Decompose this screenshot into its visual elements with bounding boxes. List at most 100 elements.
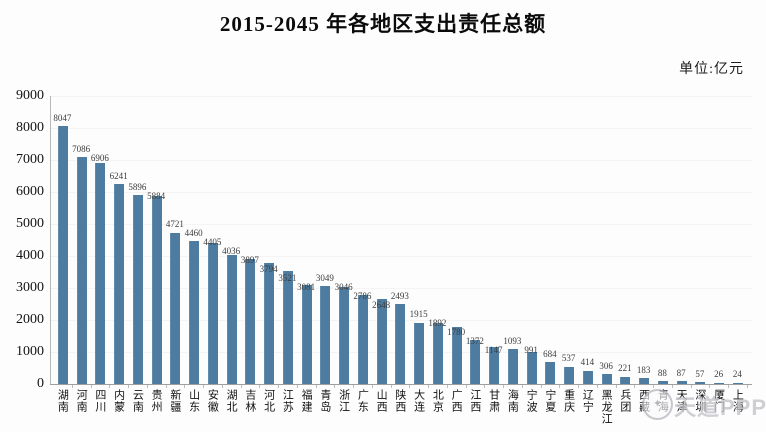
- bar-value-label: 3794: [259, 264, 278, 275]
- bar: [639, 378, 650, 384]
- bar: [526, 352, 537, 384]
- x-axis-tick: [596, 385, 598, 388]
- bar-value-label: 2786: [353, 290, 372, 301]
- x-axis-label: 山东: [187, 389, 200, 413]
- bar: [695, 382, 706, 384]
- x-axis-tick: [578, 385, 579, 388]
- x-axis-label: 内蒙: [112, 389, 125, 413]
- bar: [226, 254, 237, 384]
- watermark-text: 天道PPP: [674, 395, 766, 420]
- x-axis-tick: [240, 385, 242, 388]
- x-axis-label: 山西: [375, 389, 388, 413]
- bar-value-label: 4460: [184, 228, 203, 239]
- watermark: ✦ 天道PPP: [640, 388, 766, 426]
- x-axis-tick: [315, 385, 317, 388]
- x-axis-tick: [259, 385, 261, 388]
- bar: [507, 349, 518, 384]
- x-axis-tick: [221, 385, 223, 388]
- bar-value-label: 6906: [90, 152, 109, 163]
- x-axis-label: 广西: [450, 389, 463, 413]
- bar: [301, 285, 312, 384]
- x-axis-label: 贵州: [150, 389, 163, 413]
- x-axis-tick: [446, 385, 448, 388]
- y-axis-tick-label: 7000: [16, 152, 44, 167]
- y-axis-tick-label: 6000: [16, 184, 44, 199]
- x-axis-label: 甘肃: [487, 389, 500, 413]
- x-axis-label: 湖南: [56, 389, 69, 413]
- bar-value-label: 24: [732, 369, 742, 379]
- bar: [151, 195, 162, 384]
- x-axis-tick: [709, 385, 711, 388]
- x-axis-tick: [109, 385, 111, 388]
- bar: [357, 294, 368, 384]
- x-axis-tick: [184, 385, 186, 388]
- bar-value-label: 8047: [53, 112, 72, 123]
- x-axis-tick: [71, 385, 73, 388]
- chart-title: 2015-2045 年各地区支出责任总额: [219, 12, 547, 36]
- bar-value-label: 1892: [428, 318, 447, 329]
- x-axis-tick: [203, 385, 204, 388]
- bar: [582, 370, 593, 384]
- bar: [620, 376, 631, 384]
- y-axis-tick-label: 3000: [16, 280, 44, 295]
- x-axis-label: 青岛: [318, 389, 331, 413]
- bar: [601, 374, 612, 384]
- bar-value-label: 414: [580, 357, 595, 368]
- x-axis-tick: [521, 385, 523, 388]
- bar: [545, 362, 556, 384]
- x-axis-tick: [334, 385, 336, 388]
- bar: [395, 304, 406, 384]
- bar-value-label: 2648: [372, 299, 391, 310]
- x-axis-tick: [409, 385, 411, 388]
- bar: [245, 259, 256, 384]
- bar-value-label: 6241: [109, 170, 128, 181]
- x-axis-tick: [428, 385, 429, 388]
- x-axis-tick: [634, 385, 636, 388]
- bar-value-label: 5884: [147, 190, 166, 201]
- x-axis-tick: [653, 385, 654, 388]
- bar-value-label: 3081: [297, 282, 316, 293]
- y-axis-tick-label: 8000: [16, 120, 44, 135]
- x-axis-label: 厦门: [712, 389, 725, 413]
- x-axis-label: 宁波: [525, 389, 538, 413]
- x-axis-tick: [465, 385, 467, 388]
- bar-value-label: 3521: [278, 273, 297, 284]
- gridline: [50, 160, 752, 161]
- x-axis-label: 新疆: [168, 389, 181, 413]
- x-axis-label: 大连: [412, 389, 425, 413]
- y-axis-tick-label: 9000: [16, 88, 44, 103]
- bar-value-label: 7086: [72, 143, 91, 154]
- bar: [714, 382, 725, 384]
- bar-value-label: 1372: [465, 336, 484, 347]
- x-axis-tick: [690, 385, 692, 388]
- bar: [170, 232, 181, 384]
- bar: [282, 271, 293, 384]
- bar-value-label: 3897: [240, 255, 259, 266]
- x-axis-label: 广东: [356, 389, 369, 413]
- y-axis-tick-label: 2000: [16, 312, 44, 327]
- y-axis-tick-label: 5000: [16, 216, 44, 231]
- x-axis-tick: [559, 385, 561, 388]
- x-axis-label: 黑龙江: [600, 389, 613, 425]
- bar: [57, 126, 68, 384]
- bar-value-label: 57: [695, 368, 705, 379]
- x-axis-label: 湖北: [225, 389, 238, 413]
- gridline: [50, 96, 752, 97]
- x-axis-label: 四川: [93, 389, 106, 413]
- x-axis-tick: [90, 385, 92, 388]
- bar-value-label: 537: [561, 353, 576, 364]
- x-axis-tick: [353, 385, 354, 388]
- x-axis-tick: [503, 385, 504, 388]
- bar-value-label: 1093: [503, 335, 522, 346]
- x-axis-label: 云南: [131, 389, 144, 413]
- x-axis-tick: [296, 385, 298, 388]
- x-axis-tick: [671, 385, 673, 388]
- bar-value-label: 4405: [203, 237, 222, 248]
- watermark-logo-icon: ✦: [642, 389, 673, 420]
- bar: [339, 286, 350, 384]
- bar: [76, 157, 87, 384]
- x-axis-label: 上海: [731, 389, 744, 413]
- x-axis-tick: [746, 385, 748, 388]
- x-axis-label: 河北: [262, 389, 275, 413]
